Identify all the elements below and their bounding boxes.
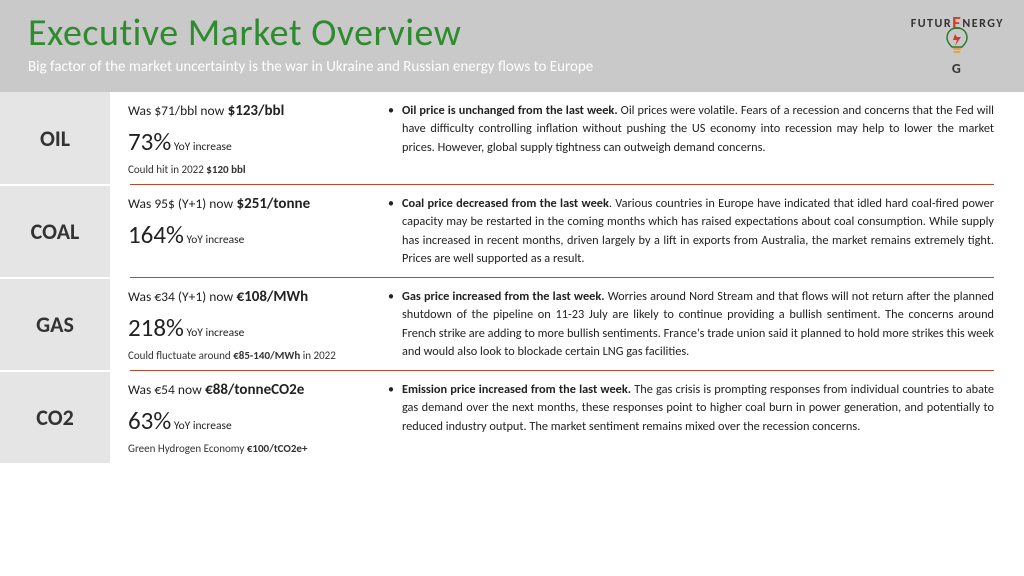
- forecast-line: Could hit in 2022 $120 bbl: [128, 163, 370, 176]
- page-title: Executive Market Overview: [28, 10, 996, 56]
- slide: Executive Market Overview Big factor of …: [0, 0, 1024, 576]
- forecast-bold: €85-140/MWh: [233, 349, 300, 362]
- bullet-icon: •: [388, 102, 394, 176]
- forecast-line: Green Hydrogen Economy €100/tCO2e+: [128, 442, 370, 455]
- forecast-bold: €100/tCO2e+: [247, 442, 308, 455]
- price-now: $251/tonne: [233, 195, 310, 213]
- pct-change: 218% YoY increase: [128, 312, 370, 343]
- row-gas: GAS Was €34 (Y+1) now €108/MWh 218% YoY …: [0, 278, 1024, 370]
- price-now: €88/tonneCO2e: [202, 381, 305, 399]
- pct-suffix: YoY increase: [171, 140, 231, 154]
- price-was: Was $71/bbl now: [128, 102, 224, 119]
- row-label-gas: GAS: [0, 278, 110, 370]
- price-was: Was 95$ (Y+1) now: [128, 195, 233, 212]
- desc-co2: • Emission price increased from the last…: [380, 371, 1024, 463]
- stats-co2: Was €54 now €88/tonneCO2e 63% YoY increa…: [110, 371, 380, 463]
- desc-headline: Gas price increased from the last week.: [402, 289, 605, 304]
- forecast-pre: Could fluctuate around: [128, 349, 233, 362]
- desc-oil: • Oil price is unchanged from the last w…: [380, 92, 1024, 184]
- row-label-coal: COAL: [0, 185, 110, 277]
- bullet-icon: •: [388, 195, 394, 269]
- price-was: Was €54 now: [128, 381, 202, 398]
- stats-gas: Was €34 (Y+1) now €108/MWh 218% YoY incr…: [110, 278, 380, 370]
- pct-change: 73% YoY increase: [128, 126, 370, 157]
- pct-value: 218%: [128, 312, 184, 343]
- pct-suffix: YoY increase: [184, 326, 244, 340]
- desc-text: Gas price increased from the last week. …: [402, 288, 994, 362]
- forecast-pre: Could hit in 2022: [128, 163, 206, 176]
- desc-gas: • Gas price increased from the last week…: [380, 278, 1024, 370]
- price-now: $123/bbl: [224, 102, 284, 120]
- stats-oil: Was $71/bbl now $123/bbl 73% YoY increas…: [110, 92, 380, 184]
- pct-change: 63% YoY increase: [128, 405, 370, 436]
- brand-logo: FUTURENERGY G: [911, 12, 1004, 77]
- desc-text: Emission price increased from the last w…: [402, 381, 994, 455]
- bulb-icon: [944, 26, 970, 56]
- pct-value: 73%: [128, 126, 171, 157]
- forecast-post: in 2022: [300, 349, 336, 362]
- desc-text: Coal price decreased from the last week.…: [402, 195, 994, 269]
- logo-text-bottom: G: [911, 60, 1004, 77]
- pct-value: 63%: [128, 405, 171, 436]
- price-line: Was $71/bbl now $123/bbl: [128, 102, 370, 120]
- pct-suffix: YoY increase: [171, 419, 231, 433]
- row-coal: COAL Was 95$ (Y+1) now $251/tonne 164% Y…: [0, 185, 1024, 277]
- pct-suffix: YoY increase: [184, 233, 244, 247]
- bullet-icon: •: [388, 381, 394, 455]
- pct-value: 164%: [128, 219, 184, 250]
- desc-coal: • Coal price decreased from the last wee…: [380, 185, 1024, 277]
- desc-headline: Coal price decreased from the last week: [402, 196, 609, 211]
- desc-headline: Oil price is unchanged from the last wee…: [402, 103, 618, 118]
- bullet-icon: •: [388, 288, 394, 362]
- row-oil: OIL Was $71/bbl now $123/bbl 73% YoY inc…: [0, 92, 1024, 184]
- page-subtitle: Big factor of the market uncertainty is …: [28, 58, 996, 76]
- price-was: Was €34 (Y+1) now: [128, 288, 233, 305]
- forecast-pre: Green Hydrogen Economy: [128, 442, 247, 455]
- price-line: Was 95$ (Y+1) now $251/tonne: [128, 195, 370, 213]
- content-body: OIL Was $71/bbl now $123/bbl 73% YoY inc…: [0, 92, 1024, 463]
- forecast-line: Could fluctuate around €85-140/MWh in 20…: [128, 349, 370, 362]
- stats-coal: Was 95$ (Y+1) now $251/tonne 164% YoY in…: [110, 185, 380, 277]
- desc-text: Oil price is unchanged from the last wee…: [402, 102, 994, 176]
- price-now: €108/MWh: [233, 288, 308, 306]
- row-co2: CO2 Was €54 now €88/tonneCO2e 63% YoY in…: [0, 371, 1024, 463]
- price-line: Was €54 now €88/tonneCO2e: [128, 381, 370, 399]
- row-label-co2: CO2: [0, 371, 110, 463]
- forecast-bold: $120 bbl: [206, 163, 245, 176]
- header-bar: Executive Market Overview Big factor of …: [0, 0, 1024, 92]
- desc-headline: Emission price increased from the last w…: [402, 382, 631, 397]
- row-label-oil: OIL: [0, 92, 110, 184]
- price-line: Was €34 (Y+1) now €108/MWh: [128, 288, 370, 306]
- pct-change: 164% YoY increase: [128, 219, 370, 250]
